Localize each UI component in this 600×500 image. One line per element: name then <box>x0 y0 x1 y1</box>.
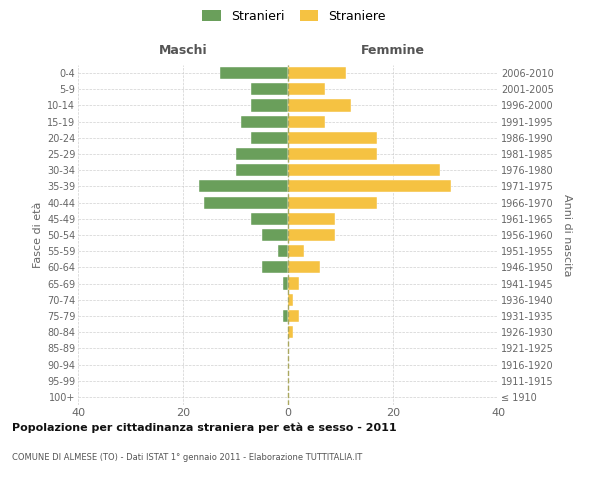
Text: Maschi: Maschi <box>158 44 208 58</box>
Text: Femmine: Femmine <box>361 44 425 58</box>
Bar <box>288 100 351 112</box>
Bar <box>288 148 377 160</box>
Bar <box>288 262 320 274</box>
Bar <box>251 212 288 225</box>
Bar <box>277 245 288 258</box>
Bar <box>288 212 335 225</box>
Bar <box>288 83 325 96</box>
Bar <box>288 116 325 128</box>
Bar <box>283 278 288 289</box>
Bar <box>288 196 377 208</box>
Bar <box>288 67 346 79</box>
Bar <box>288 132 377 144</box>
Bar <box>241 116 288 128</box>
Bar <box>288 310 299 322</box>
Bar <box>251 83 288 96</box>
Bar <box>288 164 440 176</box>
Bar <box>204 196 288 208</box>
Bar <box>288 245 304 258</box>
Legend: Stranieri, Straniere: Stranieri, Straniere <box>199 6 389 26</box>
Bar <box>283 310 288 322</box>
Bar <box>235 148 288 160</box>
Text: Popolazione per cittadinanza straniera per età e sesso - 2011: Popolazione per cittadinanza straniera p… <box>12 422 397 433</box>
Bar <box>251 100 288 112</box>
Text: COMUNE DI ALMESE (TO) - Dati ISTAT 1° gennaio 2011 - Elaborazione TUTTITALIA.IT: COMUNE DI ALMESE (TO) - Dati ISTAT 1° ge… <box>12 452 362 462</box>
Bar <box>262 229 288 241</box>
Bar <box>251 132 288 144</box>
Bar <box>262 262 288 274</box>
Bar <box>220 67 288 79</box>
Y-axis label: Anni di nascita: Anni di nascita <box>562 194 572 276</box>
Bar <box>288 326 293 338</box>
Bar <box>288 294 293 306</box>
Bar <box>199 180 288 192</box>
Bar <box>235 164 288 176</box>
Y-axis label: Fasce di età: Fasce di età <box>32 202 43 268</box>
Bar <box>288 229 335 241</box>
Bar <box>288 278 299 289</box>
Bar <box>288 180 451 192</box>
